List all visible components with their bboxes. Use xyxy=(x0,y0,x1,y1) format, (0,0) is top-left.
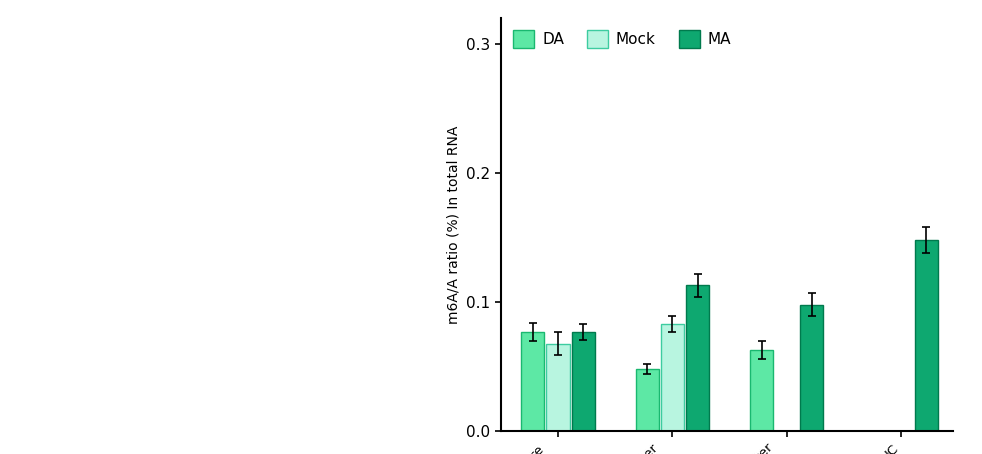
Bar xyxy=(546,344,570,431)
Bar xyxy=(800,305,824,431)
Bar xyxy=(635,370,659,431)
Bar xyxy=(750,350,773,431)
Bar xyxy=(661,324,683,431)
Bar xyxy=(572,332,595,431)
Bar xyxy=(914,240,938,431)
Bar xyxy=(686,286,709,431)
Y-axis label: m6A/A ratio (%) In total RNA: m6A/A ratio (%) In total RNA xyxy=(447,126,461,324)
Legend: DA, Mock, MA: DA, Mock, MA xyxy=(509,26,736,53)
Bar xyxy=(521,332,544,431)
